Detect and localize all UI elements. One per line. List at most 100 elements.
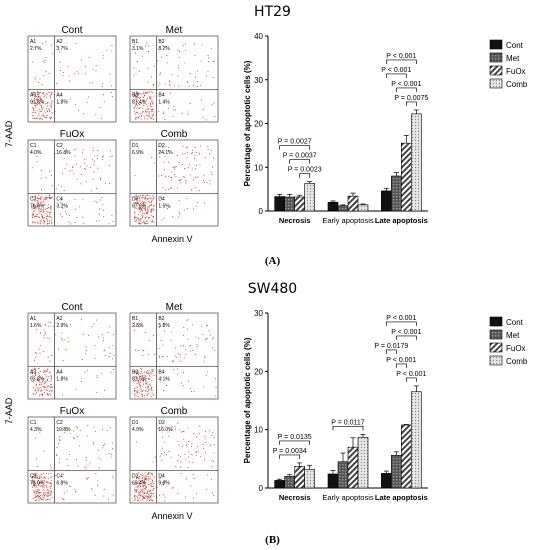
bar-cont [381, 473, 392, 489]
flow-plot-title: Cont [61, 25, 82, 36]
quadrant-pct-bl: 78.0% [30, 480, 45, 486]
flow-plot-title: Comb [161, 406, 188, 417]
legend-swatch-comb [489, 78, 503, 89]
y-tick-label: 30 [254, 309, 263, 318]
bar-comb [304, 469, 315, 489]
panel-a: HT29 Cont A1 2.7% A2 3.7% A3 91.8% A4 1.8% Met B1 3… [4, 4, 528, 267]
bar-chart-a: 0 10 20 30 40 Percentage of apoptotic cells (… [243, 32, 528, 225]
bar-fuox [294, 196, 305, 212]
significance-bracket [299, 173, 311, 178]
panel-b: SW480 Cont A1 1.6% A2 2.9% A3 93.8% A4 1.8% Met B1… [0, 275, 545, 550]
bar-fuox [347, 446, 359, 489]
bar-comb [357, 436, 369, 489]
quadrant-code-bl: D3 [132, 473, 139, 479]
p-value-label: P = 0.0027 [278, 139, 312, 146]
quadrant-pct-tr: 10.8% [56, 427, 71, 433]
bar-fuox [294, 466, 305, 489]
p-value-label: P = 0.0023 [288, 167, 322, 174]
legend-swatch-cont [489, 39, 503, 50]
quadrant-pct-bl: 67.8% [132, 203, 147, 209]
quadrant-pct-br: 1.4% [158, 99, 170, 105]
legend-label-comb: Comb [506, 357, 528, 366]
quadrant-code-tl: D1 [132, 143, 139, 149]
category-label: Early apoptosis [322, 493, 374, 502]
panel-label-b: (B) [265, 534, 280, 546]
panel-title-b: SW480 [247, 281, 298, 297]
flow-y-axis-label: 7-AAD [4, 397, 14, 424]
y-tick-label: 10 [254, 426, 263, 435]
y-tick-label: 40 [254, 32, 263, 41]
significance-bracket [395, 363, 407, 368]
p-value-label: P = 0.0179 [374, 343, 408, 350]
legend-label-fuox: FuOx [506, 344, 526, 353]
p-value-label: P < 0.001 [381, 67, 411, 74]
flow-plot-frame [129, 35, 219, 123]
p-value-label: P < 0.001 [391, 81, 421, 88]
quadrant-code-tl: B1 [132, 39, 138, 45]
p-value-label: P = 0.0034 [273, 448, 307, 455]
category-label: Late apoptosis [375, 493, 428, 502]
significance-bracket [385, 321, 417, 326]
flow-x-axis-label: Annexin V [151, 511, 192, 521]
legend-swatch-met [489, 329, 503, 340]
quadrant-pct-tl: 2.7% [30, 46, 42, 52]
quadrant-pct-bl: 76.0% [30, 203, 45, 209]
quadrant-code-br: B4 [158, 369, 164, 375]
bar-comb [411, 391, 422, 489]
legend-swatch-cont [489, 316, 503, 327]
bar-met [284, 476, 295, 489]
bar-cont [274, 196, 285, 212]
significance-bracket [385, 349, 397, 354]
quadrant-pct-tl: 4.9% [132, 427, 144, 433]
flow-plot-title: FuOx [60, 406, 84, 417]
quadrant-pct-bl: 91.8% [30, 99, 45, 105]
quadrant-code-bl: C3 [30, 196, 37, 202]
significance-bracket [385, 73, 407, 78]
significance-bracket [395, 87, 417, 92]
quadrant-pct-bl: 69.4% [132, 480, 147, 486]
quadrant-code-bl: B3 [132, 369, 138, 375]
category-label: Necrosis [279, 216, 311, 225]
bar-fuox [347, 195, 359, 212]
quadrant-pct-tl: 6.9% [132, 150, 144, 156]
flow-plot-title: Met [166, 25, 183, 36]
significance-bracket [279, 145, 311, 150]
bar-cont [274, 480, 285, 489]
quadrant-pct-bl: 87.4% [132, 99, 147, 105]
p-value-label: P < 0.001 [396, 371, 426, 378]
bar-met [391, 175, 402, 212]
quadrant-code-tl: A1 [30, 316, 36, 322]
p-value-label: P = 0.0037 [283, 153, 317, 160]
flow-plot-title: FuOx [60, 129, 84, 140]
y-tick-label: 0 [259, 207, 264, 216]
significance-bracket [405, 101, 417, 106]
quadrant-pct-tl: 2.8% [132, 323, 144, 329]
quadrant-code-bl: A3 [30, 92, 36, 98]
quadrant-pct-br: 6.8% [56, 480, 68, 486]
bar-met [337, 205, 349, 212]
flow-plot-frame [27, 416, 117, 504]
quadrant-code-tl: B1 [132, 316, 138, 322]
quadrant-pct-tr: 3.7% [56, 46, 68, 52]
quadrant-pct-tr: 8.2% [158, 46, 170, 52]
panel-title-a: HT29 [254, 4, 291, 20]
quadrant-pct-br: 3.2% [56, 203, 68, 209]
bar-cont [327, 473, 339, 489]
quadrant-code-tl: D1 [132, 420, 139, 426]
quadrant-pct-br: 1.8% [56, 99, 68, 105]
legend-label-fuox: FuOx [506, 67, 526, 76]
quadrant-code-bl: D3 [132, 196, 139, 202]
category-label: Necrosis [279, 493, 311, 502]
quadrant-pct-bl: 87.5% [132, 376, 147, 382]
quadrant-code-tl: C1 [30, 143, 37, 149]
quadrant-pct-br: 9.8% [158, 480, 170, 486]
flow-plot-frame [27, 312, 117, 400]
legend-swatch-met [489, 52, 503, 63]
flow-plot-title: Comb [161, 129, 188, 140]
quadrant-code-tr: B2 [158, 39, 164, 45]
p-value-label: P = 0.0135 [278, 434, 312, 441]
